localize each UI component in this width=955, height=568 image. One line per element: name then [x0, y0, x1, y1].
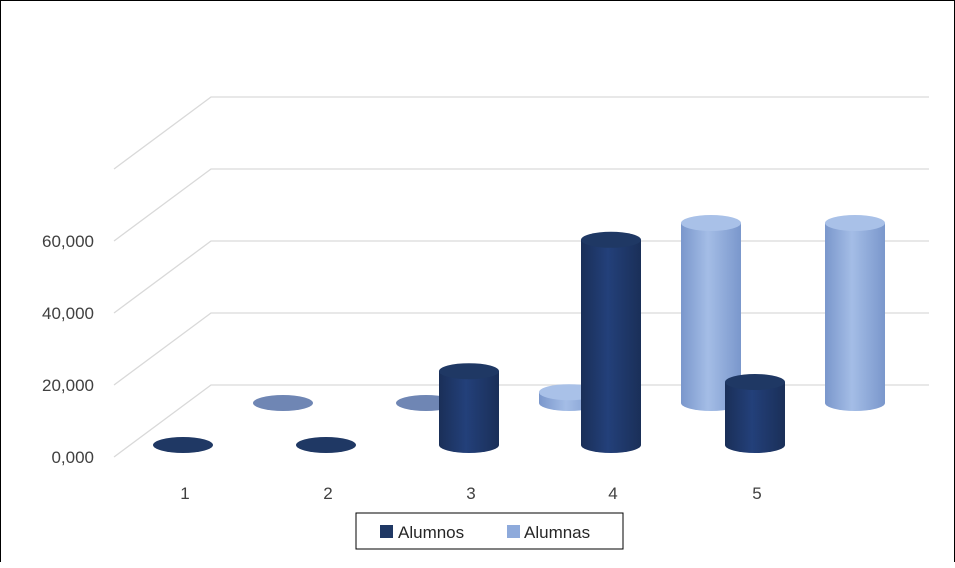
x-tick-label: 2 [323, 484, 332, 503]
bar-alumnos-5 [725, 374, 785, 453]
legend-label-alumnos: Alumnos [398, 523, 464, 542]
bar-alumnos-1 [153, 437, 213, 453]
gridline [113, 312, 929, 386]
bar-body [825, 223, 885, 411]
bar-alumnos-3 [439, 363, 499, 453]
legend-swatch-alumnas [507, 525, 520, 538]
bars [153, 215, 885, 453]
bar-top [439, 363, 499, 380]
legend-swatch-alumnos [380, 525, 393, 538]
bar-top [296, 437, 356, 453]
bar-top [253, 395, 313, 411]
gridline [113, 384, 929, 458]
bar-alumnos-4 [581, 231, 641, 453]
legend-label-alumnas: Alumnas [524, 523, 590, 542]
gridline [113, 240, 929, 314]
bar-body [439, 371, 499, 453]
x-axis-ticks: 1 2 3 4 5 [180, 484, 761, 503]
y-tick-label: 40,000 [42, 304, 94, 323]
bar-top [825, 215, 885, 231]
y-tick-label: 20,000 [42, 376, 94, 395]
x-tick-label: 5 [752, 484, 761, 503]
bar-top [681, 215, 741, 231]
bar-top [581, 231, 641, 248]
gridline [113, 96, 929, 170]
x-tick-label: 3 [466, 484, 475, 503]
gridline [113, 168, 929, 242]
gridlines [113, 96, 929, 458]
legend: Alumnos Alumnas [355, 512, 624, 550]
bar-alumnas-5 [825, 215, 885, 411]
bar-body [581, 239, 641, 453]
bar-alumnas-4 [681, 215, 741, 411]
bar-alumnos-2 [296, 437, 356, 453]
bar-alumnas-1 [253, 395, 313, 411]
y-tick-label: 0,000 [51, 448, 94, 467]
y-axis-ticks: 0,000 20,000 40,000 60,000 [42, 232, 94, 467]
bar-body [725, 382, 785, 453]
x-tick-label: 4 [608, 484, 617, 503]
bar-top [725, 374, 785, 390]
y-tick-label: 60,000 [42, 232, 94, 251]
legend-box [355, 512, 624, 550]
bar-body [681, 223, 741, 411]
bar-top [153, 437, 213, 453]
x-tick-label: 1 [180, 484, 189, 503]
